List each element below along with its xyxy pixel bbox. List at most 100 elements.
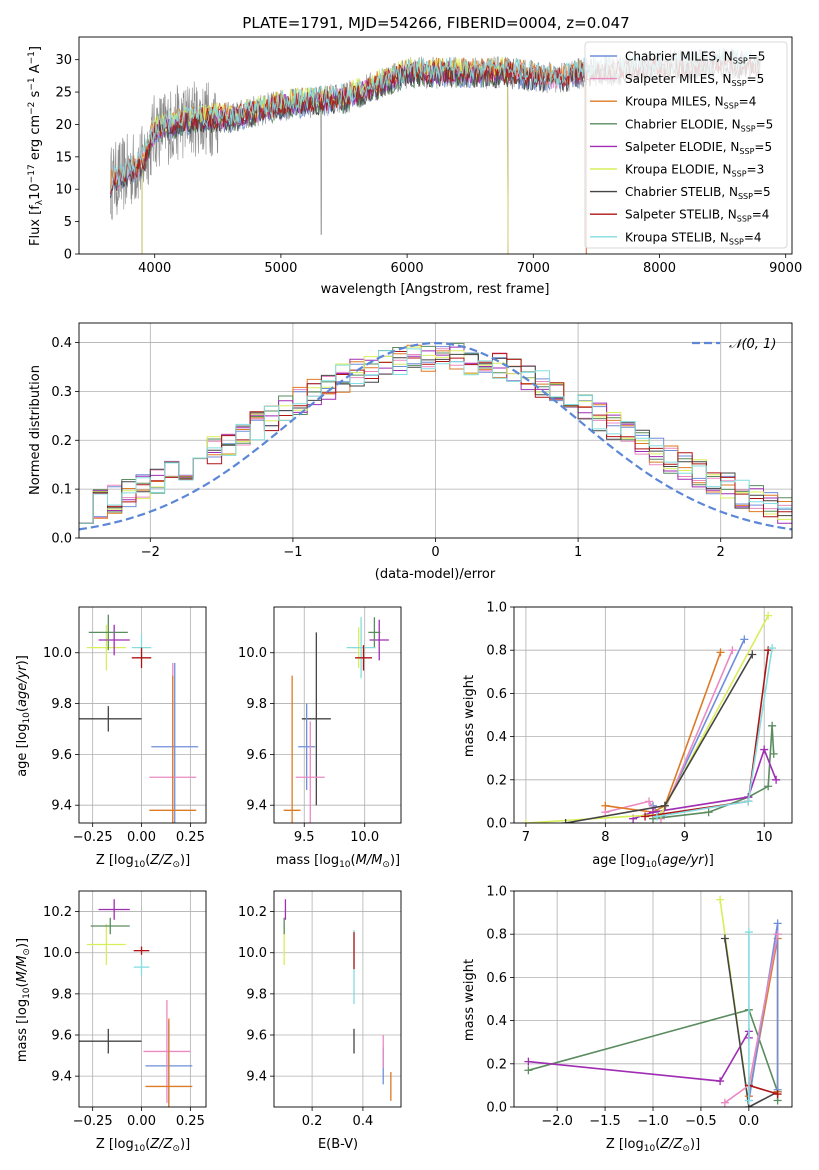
y-tick-label: 0.4 (486, 1014, 507, 1029)
series-marker-6 (561, 819, 570, 823)
label-part: )] (704, 853, 714, 868)
x-tick-label: −0.5 (685, 1114, 717, 1129)
series-line-6 (565, 654, 753, 823)
label-part: age [log (592, 853, 645, 868)
legend-label-end: =4 (739, 95, 757, 109)
plot-area (521, 611, 781, 823)
y-tick-label: 5 (64, 215, 72, 230)
legend-label-sub: SSP (738, 192, 753, 201)
series-marker-7 (641, 812, 650, 821)
y-axis-label: mass [log10(M/M⊙)] (15, 938, 32, 1062)
legend-label-main: Chabrier STELIB, N (625, 185, 738, 199)
panel-massweight_vs_Z: −2.0 −1.5 −1.0 −0.5 0.0 0.0 0.2 0.4 0.6 0.8 1.0 Z [… (462, 885, 793, 1154)
y-tick-label: 0.6 (486, 971, 507, 986)
x-tick-label: 6000 (391, 261, 424, 276)
y-tick-label: 10.2 (238, 905, 267, 920)
label-part: −2 (27, 102, 37, 115)
axes-frame (78, 890, 207, 1108)
panel-spectrum: 4000 5000 6000 7000 8000 9000 0 5 10 15 20 25 30 wave… (27, 36, 802, 297)
legend-label-main: Chabrier MILES, N (625, 50, 733, 64)
x-tick-label: 0.25 (176, 830, 205, 845)
legend: 𝒩(0, 1) (692, 337, 776, 352)
x-tick-label: 0.2 (302, 1114, 323, 1129)
y-tick-label: 25 (55, 86, 72, 101)
series-marker-3 (769, 749, 778, 758)
y-tick-label: 0.2 (486, 773, 507, 788)
x-tick-label: 9.5 (294, 830, 315, 845)
label-part: )] (15, 655, 30, 665)
plot-area (283, 617, 389, 823)
legend-label-end: =5 (747, 72, 765, 86)
y-tick-label: 9.8 (51, 987, 72, 1002)
axes-frame (513, 606, 793, 824)
label-part: ⊙ (22, 948, 32, 956)
axes-frame (78, 606, 207, 824)
legend-label-5: Kroupa ELODIE, NSSP=3 (625, 163, 764, 179)
legend-label-main: Chabrier ELODIE, N (625, 117, 741, 131)
y-tick-label: 0.0 (486, 1101, 507, 1116)
legend-label-8: Kroupa STELIB, NSSP=4 (625, 230, 762, 246)
legend-label-sub: SSP (739, 147, 754, 156)
series-marker-6 (660, 801, 669, 810)
series-marker-0 (740, 635, 749, 644)
plot-area (283, 899, 392, 1101)
series-marker-2 (716, 648, 725, 657)
y-tick-label: 9.4 (246, 799, 267, 814)
x-tick-label: 2 (717, 545, 725, 560)
x-tick-label: 9000 (769, 261, 802, 276)
label-part: age [log (15, 724, 30, 777)
label-part: M/M (356, 853, 383, 868)
y-tick-label: 0.8 (486, 928, 507, 943)
x-axis-label: Z [log10(Z/Z⊙)] (96, 853, 190, 870)
x-tick-label: −0.25 (73, 1114, 113, 1129)
series-line-7 (748, 1084, 778, 1095)
y-tick-label: 1.0 (486, 601, 507, 616)
label-part: Z/Z (659, 1137, 683, 1152)
legend-label-sub: SSP (724, 102, 739, 111)
legend-label-main: Kroupa STELIB, N (625, 230, 729, 244)
series-marker-1 (524, 1057, 533, 1066)
y-tick-label: 0.0 (486, 817, 507, 832)
legend-label-sub: SSP (741, 124, 756, 133)
y-tick-label: 9.6 (51, 1029, 72, 1044)
label-part: ( (657, 853, 662, 868)
legend-label-end: =4 (752, 208, 770, 222)
axes-frame (273, 890, 402, 1108)
series-marker-8 (744, 928, 753, 937)
legend-label-end: =3 (747, 163, 765, 177)
label-part: 10 (645, 860, 657, 870)
series-marker-1 (728, 646, 737, 655)
y-tick-label: 0.2 (51, 434, 72, 449)
x-axis-label: Z [log10(Z/Z⊙)] (606, 1137, 700, 1154)
legend-label-end: =5 (754, 140, 772, 154)
panel-age_vs_mass: 9.5 10.0 9.4 9.6 9.8 10.0 mass [log10(M/M⊙)] (238, 606, 402, 870)
panel-mass_vs_Z: −0.25 0.00 0.259.49.69.810.010.2Z [log10(Z… (15, 890, 207, 1154)
legend-label-7: Salpeter STELIB, NSSP=4 (625, 208, 769, 224)
y-tick-label: 0.0 (51, 532, 72, 547)
x-tick-label: 7 (522, 830, 530, 845)
series-marker-6 (748, 650, 757, 659)
plot-area (79, 899, 193, 1107)
series-marker-3 (768, 721, 777, 730)
label-part: Z [log (96, 1137, 134, 1152)
y-tick-label: 10.0 (43, 946, 72, 961)
series-marker-5 (521, 819, 530, 823)
panel-residual_histogram: −2 −1 0 1 2 0.0 0.1 0.2 0.3 0.4 (data-model)/error… (28, 322, 793, 582)
y-tick-label: 9.6 (246, 1029, 267, 1044)
legend-label-sub: SSP (732, 170, 747, 179)
x-axis-label: age [log10(age/yr)] (592, 853, 714, 870)
label-part: age/yr (662, 853, 705, 868)
label-part: s (28, 90, 43, 101)
series-marker-3 (720, 934, 729, 943)
series-marker-2 (601, 801, 610, 810)
label-part: )] (390, 853, 400, 868)
y-tick-label: 0.8 (486, 644, 507, 659)
x-tick-label: −2.0 (541, 1114, 573, 1129)
y-tick-label: 9.8 (246, 987, 267, 1002)
series-marker-8 (652, 812, 661, 821)
x-tick-label: 10 (756, 830, 773, 845)
series-line-2 (605, 652, 722, 814)
y-axis-label: mass weight (462, 959, 477, 1041)
x-tick-label: 10.0 (350, 830, 379, 845)
